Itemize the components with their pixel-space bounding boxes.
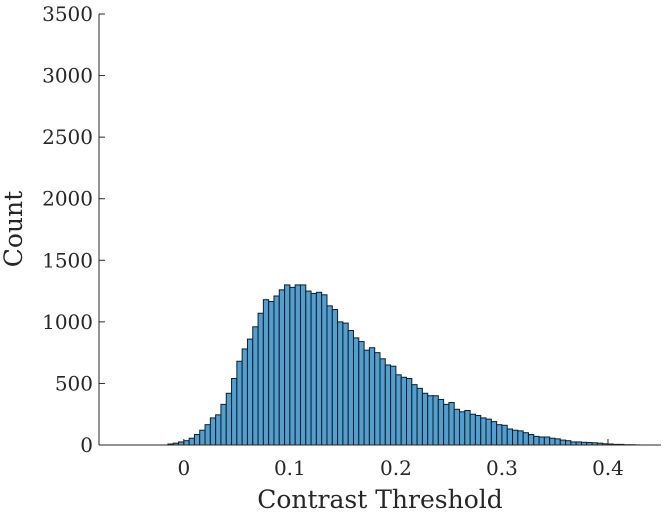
histogram-bar [490,421,498,446]
histogram-bar [443,403,450,446]
y-tick-label: 0 [80,433,93,457]
histogram-bar [427,395,434,446]
y-tick-labels: 0 500 1000 1500 2000 2500 3000 3500 [42,2,93,457]
histogram-bar [199,429,206,446]
histogram-bar [209,417,217,446]
histogram-bar [268,301,275,446]
histogram-bar [305,290,312,446]
histogram-bar [241,348,248,446]
histogram-bar [559,439,567,446]
histogram-bar [273,295,280,446]
histogram-bar [294,284,301,446]
x-tick-label: 0.1 [274,456,306,480]
histogram-bar [527,434,535,446]
histogram-bar [395,374,402,446]
histogram-bar [485,418,492,446]
histogram-bar [543,436,551,446]
y-tick-label: 500 [55,371,93,395]
x-tick-label: 0 [177,456,190,480]
histogram-bar [416,387,423,446]
histogram-bar [469,413,476,446]
y-tick-label: 3500 [42,2,93,26]
y-axis-title: Count [0,191,28,267]
axes [98,13,661,446]
histogram-bar [331,309,339,446]
histogram-bar [437,398,445,446]
histogram-bar [501,424,508,446]
histogram-bar [533,435,540,446]
histogram-bar [517,430,524,446]
y-tick-label: 1500 [42,248,93,272]
histogram-bar [406,378,413,446]
histogram-bar [453,408,461,446]
histogram-bar [193,434,201,446]
histogram-bar [188,437,195,446]
histogram-bar [257,312,264,446]
histogram-bar [549,437,556,446]
histogram-bar [315,291,323,446]
histogram-bar [236,360,243,446]
histogram-bar [231,378,238,446]
x-axis-title: Contrast Threshold [257,485,503,514]
histogram-bar [358,341,365,446]
histogram-bar [374,352,381,446]
histogram-bar [459,411,466,446]
histogram-bar [384,364,392,446]
histogram-bar [368,347,376,446]
histogram-bar [342,322,349,446]
histogram-bar [474,414,482,446]
y-tick-label: 3000 [42,64,93,88]
histogram-bar [246,338,254,446]
histogram-bar [352,337,360,446]
histogram-bar [379,358,386,446]
y-tick-label: 1000 [42,310,93,334]
histogram-bar [480,417,487,446]
histogram-bar [400,376,408,446]
histogram-bar [326,305,333,446]
histogram-bar [299,284,307,446]
x-tick-labels: 0 0.1 0.2 0.3 0.4 [177,456,623,480]
histogram-bar [220,403,227,446]
histogram-bar [390,365,397,446]
histogram-bar [347,329,354,446]
histogram-bar [363,349,370,446]
y-tick-label: 2000 [42,187,93,211]
x-tick-label: 0.3 [486,456,518,480]
histogram-bar [321,294,328,446]
histogram-bar [262,299,270,446]
histogram-bar [289,286,296,446]
histogram-bar [538,436,545,446]
histogram-bar [512,429,519,446]
histogram-bar [448,402,455,446]
histogram-bar [337,321,344,446]
x-tick-label: 0.2 [380,456,412,480]
histogram-bar [215,414,222,446]
histogram-bar [554,438,561,446]
histogram-bar [464,410,471,446]
histogram-bar [183,440,190,446]
histogram-bar [432,395,439,446]
histogram-bar [225,392,233,446]
histogram-bar [411,384,418,446]
histogram-bar [522,432,529,446]
histogram-bar [252,326,259,446]
histogram-bar [310,293,317,446]
x-tick-label: 0.4 [592,456,624,480]
histogram-bar [284,284,291,446]
histogram-bar [204,424,211,446]
histogram-bar [496,424,503,446]
y-tick-label: 2500 [42,125,93,149]
histogram-bar [278,289,286,446]
histogram-bar [506,428,514,446]
histogram-bar [565,440,572,446]
histogram-bar [421,392,429,446]
